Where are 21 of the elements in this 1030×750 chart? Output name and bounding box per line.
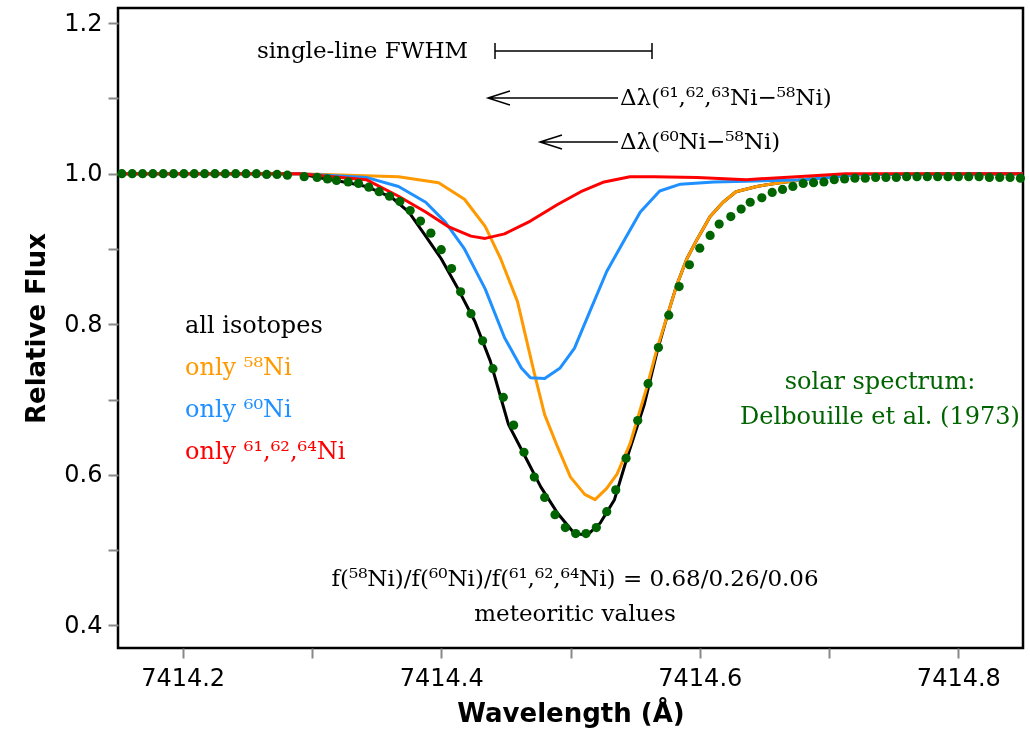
text: only ⁶⁰Ni	[185, 395, 293, 423]
x-tick-label: 7414.8	[916, 663, 1001, 692]
y-tick-label: 1.0	[64, 159, 103, 188]
y-axis-title: Relative Flux	[21, 232, 52, 425]
annotation: Δλ(⁶⁰Ni−⁵⁸Ni)	[620, 128, 781, 154]
y-tick-label: 0.8	[64, 309, 103, 338]
x-axis-title: Wavelength (Å)	[457, 696, 685, 728]
x-tick-label: 7414.2	[141, 663, 226, 692]
text: solar spectrum: Delbouille et al. (1973)	[740, 367, 1020, 430]
x-tick-label: 7414.4	[399, 663, 484, 692]
annotation: single-line FWHM	[256, 37, 468, 63]
y-tick-label: 1.2	[64, 8, 103, 37]
text: only ⁶¹,⁶²,⁶⁴Ni	[185, 437, 346, 465]
text: only ⁵⁸Ni	[185, 353, 293, 381]
x-tick-label: 7414.6	[658, 663, 743, 692]
annotation: meteoritic values	[474, 600, 676, 626]
y-tick-label: 0.4	[64, 610, 103, 639]
annotation: Δλ(⁶¹,⁶²,⁶³Ni−⁵⁸Ni)	[620, 84, 832, 110]
y-tick-label: 0.6	[64, 460, 103, 489]
annotation: f(⁵⁸Ni)/f(⁶⁰Ni)/f(⁶¹,⁶²,⁶⁴Ni) = 0.68/0.26/0.06	[331, 565, 819, 591]
text: all isotopes	[185, 311, 323, 339]
